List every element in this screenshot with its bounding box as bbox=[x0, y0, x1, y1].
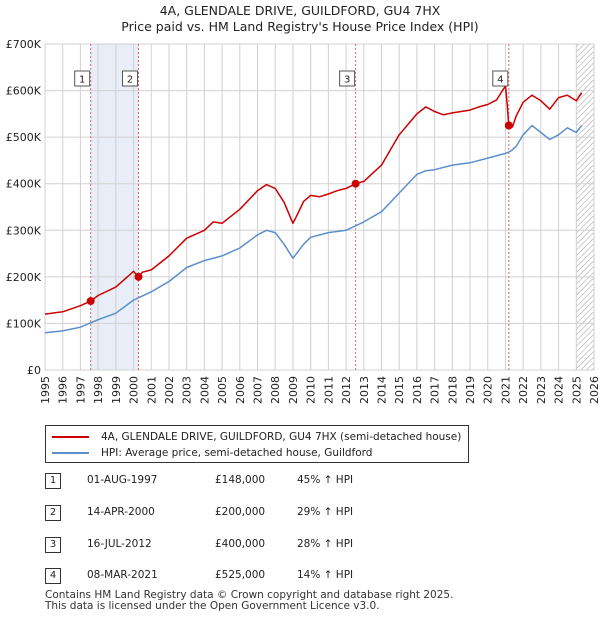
x-tick-label: 2011 bbox=[322, 376, 335, 404]
sale-price: £400,000 bbox=[215, 538, 266, 550]
sale-point bbox=[504, 121, 513, 130]
legend-swatch-hpi bbox=[52, 452, 89, 454]
y-tick-label: £500K bbox=[6, 131, 42, 144]
x-tick-label: 2014 bbox=[375, 376, 388, 404]
x-tick-label: 2003 bbox=[181, 376, 194, 404]
legend-label-hpi: HPI: Average price, semi-detached house,… bbox=[101, 447, 373, 459]
legend-swatch-property bbox=[52, 436, 89, 438]
sale-number-badge: 3 bbox=[45, 537, 61, 553]
x-tick-label: 2006 bbox=[234, 376, 247, 404]
sale-label-text: 3 bbox=[344, 75, 350, 86]
legend-item-hpi: HPI: Average price, semi-detached house,… bbox=[52, 446, 372, 460]
sale-hpi-change: 28% ↑ HPI bbox=[297, 538, 354, 550]
x-tick-label: 1996 bbox=[57, 376, 70, 404]
sale-hpi-change: 45% ↑ HPI bbox=[297, 474, 354, 486]
x-tick-label: 2017 bbox=[429, 376, 442, 404]
chart-title: 4A, GLENDALE DRIVE, GUILDFORD, GU4 7HX P… bbox=[0, 3, 600, 35]
x-tick-label: 2025 bbox=[570, 376, 583, 404]
sale-price: £525,000 bbox=[215, 569, 266, 581]
x-tick-label: 2009 bbox=[287, 376, 300, 404]
sale-row: 4 08-MAR-2021 £525,000 14% ↑ HPI bbox=[45, 568, 445, 588]
title-line-1: 4A, GLENDALE DRIVE, GUILDFORD, GU4 7HX bbox=[159, 3, 441, 18]
sale-point bbox=[351, 179, 360, 188]
x-tick-label: 2002 bbox=[163, 376, 176, 404]
sale-number-badge: 2 bbox=[45, 505, 61, 521]
chart-legend: 4A, GLENDALE DRIVE, GUILDFORD, GU4 7HX (… bbox=[45, 425, 469, 463]
sale-point bbox=[134, 272, 143, 281]
y-tick-label: £600K bbox=[6, 85, 42, 98]
footer-attribution: Contains HM Land Registry data © Crown c… bbox=[45, 590, 453, 612]
sale-number-badge: 4 bbox=[45, 568, 61, 584]
x-tick-label: 1997 bbox=[74, 376, 87, 404]
sale-date: 16-JUL-2012 bbox=[87, 538, 152, 550]
legend-item-property: 4A, GLENDALE DRIVE, GUILDFORD, GU4 7HX (… bbox=[52, 430, 461, 444]
sale-row: 3 16-JUL-2012 £400,000 28% ↑ HPI bbox=[45, 537, 445, 557]
x-tick-label: 2012 bbox=[340, 376, 353, 404]
sale-hpi-change: 29% ↑ HPI bbox=[297, 506, 354, 518]
x-tick-label: 2000 bbox=[128, 376, 141, 404]
x-tick-label: 2020 bbox=[482, 376, 495, 404]
sale-label-text: 1 bbox=[79, 75, 85, 86]
y-tick-label: £200K bbox=[6, 271, 42, 284]
y-tick-label: £300K bbox=[6, 224, 42, 237]
sale-label-box bbox=[122, 70, 139, 87]
footer-line-2: This data is licensed under the Open Gov… bbox=[45, 600, 380, 612]
sale-date: 01-AUG-1997 bbox=[87, 474, 158, 486]
x-tick-label: 2019 bbox=[464, 376, 477, 404]
shaded-period bbox=[90, 44, 139, 370]
x-tick-label: 2001 bbox=[145, 376, 158, 404]
x-tick-label: 2022 bbox=[517, 376, 530, 404]
sale-row: 2 14-APR-2000 £200,000 29% ↑ HPI bbox=[45, 505, 445, 525]
sale-label-text: 4 bbox=[497, 75, 503, 86]
sale-label-box bbox=[339, 70, 356, 87]
x-tick-label: 2005 bbox=[216, 376, 229, 404]
y-tick-label: £400K bbox=[6, 178, 42, 191]
y-tick-label: £0 bbox=[27, 364, 41, 377]
x-tick-label: 2024 bbox=[553, 376, 566, 404]
sale-number-badge: 1 bbox=[45, 473, 61, 489]
sale-label-box bbox=[492, 70, 509, 87]
sale-price: £200,000 bbox=[215, 506, 266, 518]
sale-row: 1 01-AUG-1997 £148,000 45% ↑ HPI bbox=[45, 473, 445, 493]
x-tick-label: 2016 bbox=[411, 376, 424, 404]
title-line-2: Price paid vs. HM Land Registry's House … bbox=[121, 19, 479, 34]
legend-label-property: 4A, GLENDALE DRIVE, GUILDFORD, GU4 7HX (… bbox=[101, 431, 462, 443]
hatched-forecast-region bbox=[576, 44, 594, 370]
sale-date: 08-MAR-2021 bbox=[87, 569, 158, 581]
x-tick-label: 2013 bbox=[358, 376, 371, 404]
chart-plot: 1 2 3 4 £0 £100K £200K £300K £400K £500K £600K £70… bbox=[6, 38, 600, 404]
x-tick-label: 2015 bbox=[393, 376, 406, 404]
footer-line-1: Contains HM Land Registry data © Crown c… bbox=[45, 589, 454, 601]
x-tick-label: 2021 bbox=[499, 376, 512, 404]
sale-point bbox=[86, 297, 95, 306]
y-tick-label: £100K bbox=[6, 317, 42, 330]
sale-date: 14-APR-2000 bbox=[87, 506, 155, 518]
sale-hpi-change: 14% ↑ HPI bbox=[297, 569, 354, 581]
x-tick-label: 2004 bbox=[198, 376, 211, 404]
x-tick-label: 1999 bbox=[110, 376, 123, 404]
x-tick-label: 2008 bbox=[269, 376, 282, 404]
sale-label-box bbox=[74, 70, 91, 87]
x-tick-label: 2018 bbox=[446, 376, 459, 404]
x-tick-label: 2007 bbox=[252, 376, 265, 404]
x-tick-label: 2023 bbox=[535, 376, 548, 404]
x-tick-label: 2026 bbox=[588, 376, 600, 404]
hpi-series-line bbox=[44, 124, 583, 334]
x-tick-label: 1995 bbox=[39, 376, 52, 404]
y-tick-label: £700K bbox=[6, 38, 42, 51]
x-tick-label: 2010 bbox=[305, 376, 318, 404]
sale-price: £148,000 bbox=[215, 474, 266, 486]
x-tick-label: 1998 bbox=[92, 376, 105, 404]
sale-label-text: 2 bbox=[127, 75, 133, 86]
